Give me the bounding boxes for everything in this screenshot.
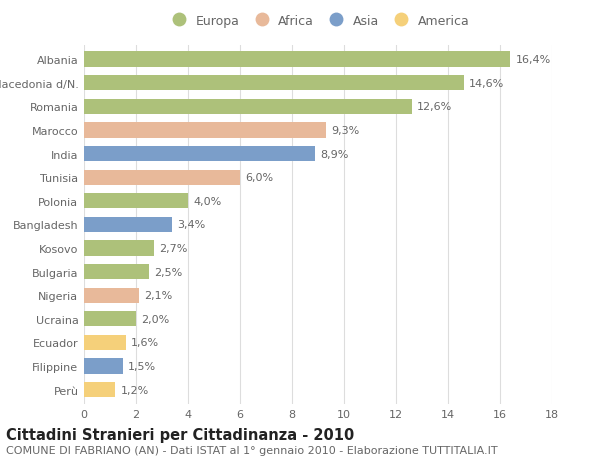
Text: 2,5%: 2,5%: [154, 267, 182, 277]
Text: 14,6%: 14,6%: [469, 78, 504, 89]
Bar: [84, 123, 326, 138]
Bar: [84, 194, 188, 209]
Bar: [84, 76, 464, 91]
Bar: [84, 100, 412, 115]
Text: 8,9%: 8,9%: [320, 149, 349, 159]
Bar: [84, 335, 125, 350]
Text: 16,4%: 16,4%: [515, 55, 551, 65]
Text: 4,0%: 4,0%: [193, 196, 221, 207]
Text: 3,4%: 3,4%: [178, 220, 206, 230]
Bar: [84, 241, 154, 256]
Bar: [84, 217, 172, 233]
Text: 1,2%: 1,2%: [121, 385, 149, 395]
Text: 12,6%: 12,6%: [417, 102, 452, 112]
Text: 2,7%: 2,7%: [160, 243, 188, 253]
Bar: [84, 52, 511, 67]
Bar: [84, 312, 136, 327]
Text: 1,5%: 1,5%: [128, 361, 157, 371]
Bar: [84, 170, 240, 185]
Text: 6,0%: 6,0%: [245, 173, 274, 183]
Bar: [84, 358, 123, 374]
Text: 2,1%: 2,1%: [144, 291, 172, 301]
Legend: Europa, Africa, Asia, America: Europa, Africa, Asia, America: [161, 10, 475, 33]
Text: 1,6%: 1,6%: [131, 338, 159, 347]
Bar: [84, 264, 149, 280]
Bar: [84, 382, 115, 397]
Bar: [84, 146, 316, 162]
Text: COMUNE DI FABRIANO (AN) - Dati ISTAT al 1° gennaio 2010 - Elaborazione TUTTITALI: COMUNE DI FABRIANO (AN) - Dati ISTAT al …: [6, 445, 497, 455]
Text: 2,0%: 2,0%: [141, 314, 169, 324]
Text: 9,3%: 9,3%: [331, 126, 359, 136]
Text: Cittadini Stranieri per Cittadinanza - 2010: Cittadini Stranieri per Cittadinanza - 2…: [6, 427, 354, 442]
Bar: [84, 288, 139, 303]
